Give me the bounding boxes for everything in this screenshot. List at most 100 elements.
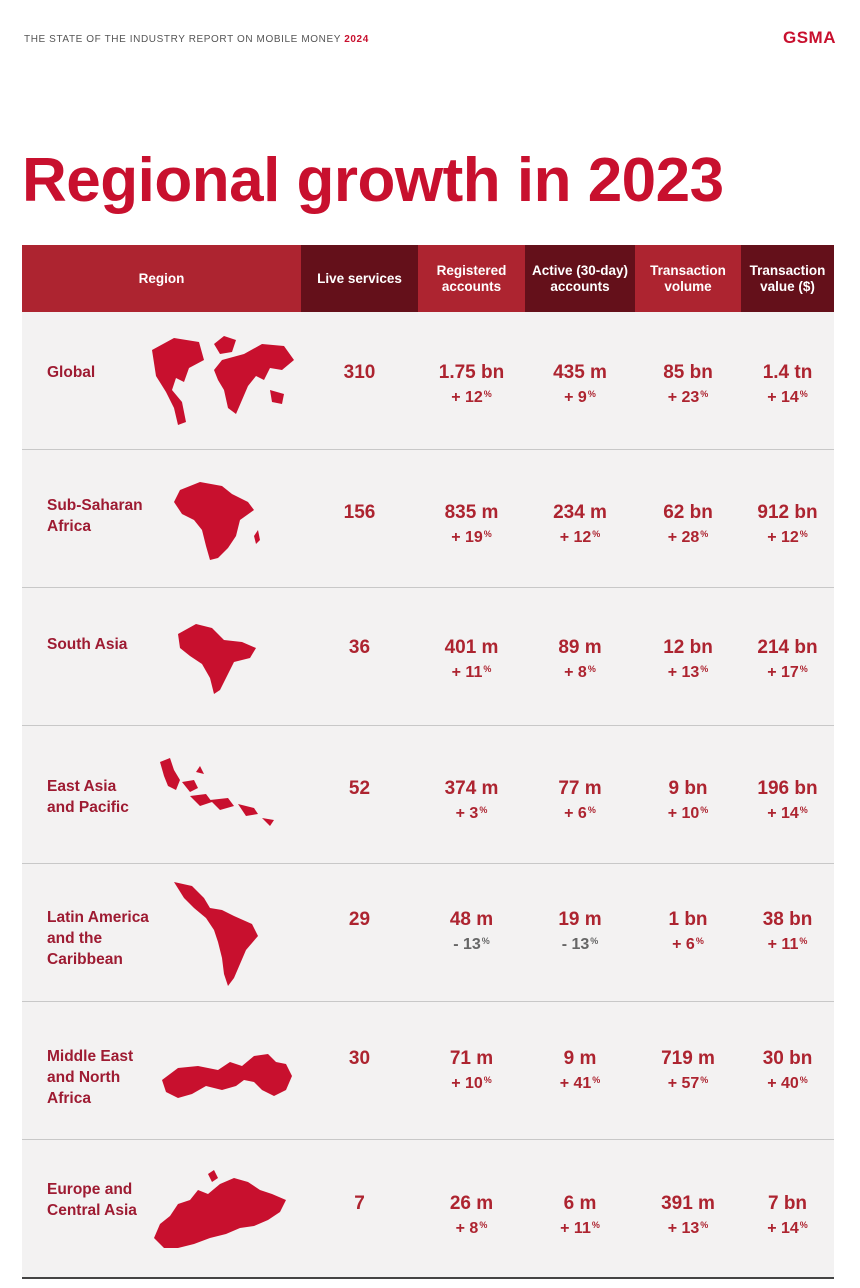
- transaction-volume-change-value: + 6: [672, 936, 695, 953]
- transaction-value-cell: 38 bn + 11%: [741, 863, 834, 1002]
- region-name: South Asia: [47, 636, 128, 653]
- transaction-volume-change-value: + 10: [667, 805, 700, 822]
- transaction-volume-value: 9 bn: [668, 778, 708, 799]
- table-header-row: Region Live services Registered accounts…: [22, 245, 834, 312]
- transaction-value-cell: 912 bn + 12%: [741, 449, 834, 588]
- region-name: East Asia and Pacific: [47, 778, 129, 816]
- percent-sign: %: [481, 936, 490, 946]
- active-accounts-change: - 13%: [526, 931, 634, 955]
- transaction-value-value: 912 bn: [757, 502, 818, 523]
- transaction-volume-cell: 85 bn + 23%: [635, 312, 741, 450]
- region-name: Latin America and the Caribbean: [47, 909, 149, 968]
- transaction-volume-value: 12 bn: [663, 637, 713, 658]
- transaction-volume-change-value: + 23: [667, 389, 700, 406]
- registered-accounts-change-value: + 11: [451, 664, 483, 681]
- gsma-logo: GSMA: [783, 28, 836, 47]
- active-accounts-cell: 77 m + 6%: [525, 725, 635, 864]
- transaction-value-change: + 12%: [742, 524, 833, 548]
- live-services-cell: 52: [301, 725, 418, 864]
- active-accounts-value: 89 m: [558, 637, 602, 658]
- transaction-value-change: + 14%: [742, 384, 833, 408]
- registered-accounts-cell: 401 m + 11%: [418, 587, 525, 726]
- registered-accounts-value: 835 m: [444, 502, 499, 523]
- column-header-transaction-value: Transaction value ($): [741, 245, 834, 312]
- registered-accounts-change: - 13%: [419, 931, 524, 955]
- column-header-region: Region: [22, 245, 301, 312]
- region-map-icon: [152, 336, 294, 425]
- active-accounts-change: + 8%: [526, 659, 634, 683]
- live-services-value: 7: [354, 1193, 365, 1214]
- transaction-volume-cell: 1 bn + 6%: [635, 863, 741, 1002]
- percent-sign: %: [799, 1075, 808, 1085]
- registered-accounts-change: + 10%: [419, 1070, 524, 1094]
- transaction-volume-change-value: + 13: [667, 1220, 700, 1237]
- page-title: Regional growth in 2023: [22, 146, 724, 215]
- transaction-volume-value: 391 m: [661, 1193, 715, 1214]
- active-accounts-value: 9 m: [563, 1048, 597, 1069]
- registered-accounts-cell: 1.75 bn + 12%: [418, 312, 525, 450]
- percent-sign: %: [479, 805, 488, 815]
- registered-accounts-change-value: + 8: [455, 1220, 479, 1237]
- active-accounts-change-value: + 8: [564, 664, 587, 681]
- region-name: Europe and Central Asia: [47, 1181, 137, 1219]
- registered-accounts-value: 1.75 bn: [438, 362, 505, 383]
- registered-accounts-change: + 12%: [419, 384, 524, 408]
- table-row: Middle East and North Africa 30 71 m + 10% 9…: [22, 1001, 834, 1140]
- transaction-value-cell: 196 bn + 14%: [741, 725, 834, 864]
- active-accounts-change: + 6%: [526, 800, 634, 824]
- transaction-value-cell: 30 bn + 40%: [741, 1001, 834, 1140]
- region-cell: Middle East and North Africa: [22, 1001, 301, 1140]
- active-accounts-cell: 234 m + 12%: [525, 449, 635, 588]
- region-map-icon: [154, 1170, 286, 1248]
- registered-accounts-change: + 19%: [419, 524, 524, 548]
- active-accounts-cell: 89 m + 8%: [525, 587, 635, 726]
- registered-accounts-change: + 8%: [419, 1215, 524, 1239]
- percent-sign: %: [799, 1220, 808, 1230]
- registered-accounts-value: 401 m: [444, 637, 499, 658]
- percent-sign: %: [700, 1220, 709, 1230]
- percent-sign: %: [483, 1075, 492, 1085]
- transaction-value-change: + 11%: [742, 931, 833, 955]
- table-row: Europe and Central Asia 7 26 m + 8% 6 m + 11%…: [22, 1139, 834, 1279]
- registered-accounts-change-value: + 19: [451, 529, 483, 546]
- percent-sign: %: [590, 936, 599, 946]
- percent-sign: %: [587, 805, 596, 815]
- region-cell: Europe and Central Asia: [22, 1139, 301, 1279]
- transaction-volume-change-value: + 13: [667, 664, 700, 681]
- active-accounts-value: 6 m: [563, 1193, 597, 1214]
- percent-sign: %: [695, 936, 704, 946]
- percent-sign: %: [479, 1220, 488, 1230]
- report-title-text: THE STATE OF THE INDUSTRY REPORT ON MOBI…: [24, 34, 341, 45]
- transaction-value-value: 38 bn: [762, 909, 813, 930]
- transaction-volume-cell: 719 m + 57%: [635, 1001, 741, 1140]
- registered-accounts-change: + 3%: [419, 800, 524, 824]
- registered-accounts-cell: 26 m + 8%: [418, 1139, 525, 1279]
- transaction-value-cell: 214 bn + 17%: [741, 587, 834, 726]
- region-map-icon: [174, 882, 258, 986]
- transaction-value-value: 7 bn: [767, 1193, 808, 1214]
- active-accounts-value: 77 m: [558, 778, 602, 799]
- transaction-volume-change: + 28%: [636, 524, 740, 548]
- transaction-volume-change: + 13%: [636, 1215, 740, 1239]
- percent-sign: %: [700, 1075, 709, 1085]
- transaction-volume-cell: 391 m + 13%: [635, 1139, 741, 1279]
- live-services-cell: 36: [301, 587, 418, 726]
- transaction-value-change-value: + 14: [767, 389, 799, 406]
- transaction-value-change: + 14%: [742, 1215, 833, 1239]
- live-services-cell: 7: [301, 1139, 418, 1279]
- percent-sign: %: [799, 529, 808, 539]
- transaction-value-value: 214 bn: [757, 637, 818, 658]
- active-accounts-value: 19 m: [558, 909, 602, 930]
- active-accounts-value: 234 m: [553, 502, 607, 523]
- transaction-volume-value: 62 bn: [663, 502, 713, 523]
- region-cell: East Asia and Pacific: [22, 725, 301, 864]
- region-cell: Global: [22, 312, 301, 450]
- top-bar: THE STATE OF THE INDUSTRY REPORT ON MOBI…: [24, 28, 836, 54]
- transaction-volume-value: 719 m: [661, 1048, 715, 1069]
- percent-sign: %: [592, 1075, 601, 1085]
- percent-sign: %: [592, 529, 601, 539]
- transaction-volume-change: + 23%: [636, 384, 740, 408]
- live-services-value: 310: [343, 362, 376, 383]
- column-header-transaction-volume: Transaction volume: [635, 245, 741, 312]
- region-map-icon: [178, 624, 256, 694]
